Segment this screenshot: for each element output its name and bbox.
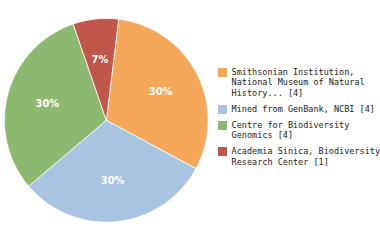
svg-text:30%: 30% (36, 98, 60, 109)
svg-text:30%: 30% (101, 175, 125, 186)
svg-text:7%: 7% (92, 54, 109, 65)
html-text:Academia Sinica, Biodiversity: Academia Sinica, Biodiversity Research C… (231, 146, 380, 167)
html-text:Mined from GenBank, NCBI [4]: Mined from GenBank, NCBI [4] (231, 103, 375, 114)
svg-text:30%: 30% (149, 87, 173, 98)
html-text:Centre for Biodiversity Genomi: Centre for Biodiversity Genomics [4] (231, 120, 350, 141)
html-text:Smithsonian Institution, Natio: Smithsonian Institution, National Museum… (231, 67, 365, 98)
